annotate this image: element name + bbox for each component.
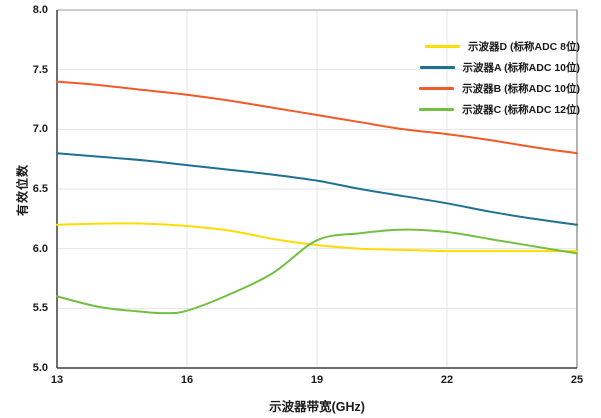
legend-item: 示波器A (标称ADC 10位) [419,60,580,75]
legend-line-swatch [419,87,455,90]
y-tick-label: 7.5 [32,63,48,76]
y-tick-label: 6.5 [32,183,48,195]
legend-line-swatch [419,66,455,69]
legend-line-swatch [419,108,455,111]
series-line-0 [56,222,578,253]
legend: 示波器D (标称ADC 8位) 示波器A (标称ADC 10位) 示波器B (标称A… [419,39,580,117]
series-line-1 [56,152,578,226]
legend-label: 示波器A (标称ADC 10位) [462,62,580,74]
y-tick-label: 6.0 [32,242,48,255]
x-tick-label: 25 [570,374,584,386]
series-line-2 [56,80,578,155]
y-axis-title: 有效位数 [15,163,30,217]
legend-label: 示波器D (标称ADC 8位) [468,41,580,53]
y-tick-label: 8.0 [32,4,48,16]
x-tick-label: 16 [180,374,194,386]
legend-label: 示波器B (标称ADC 10位) [462,83,580,95]
legend-item: 示波器C (标称ADC 12位) [419,102,580,117]
y-tick-label: 5.0 [32,362,48,374]
legend-line-swatch [425,45,460,48]
legend-item: 示波器B (标称ADC 10位) [419,81,580,96]
x-tick-label: 19 [310,374,324,386]
x-tick-label: 13 [50,374,64,386]
y-tick-label: 7.0 [32,123,48,136]
legend-label: 示波器C (标称ADC 12位) [462,104,580,116]
legend-item: 示波器D (标称ADC 8位) [419,39,580,54]
y-axis-title-wrap: 有效位数 [14,110,30,270]
series-line-3 [56,228,578,315]
x-tick-label: 22 [440,374,454,386]
y-tick-label: 5.5 [32,302,48,315]
x-axis-title: 示波器带宽(GHz) [269,400,365,414]
